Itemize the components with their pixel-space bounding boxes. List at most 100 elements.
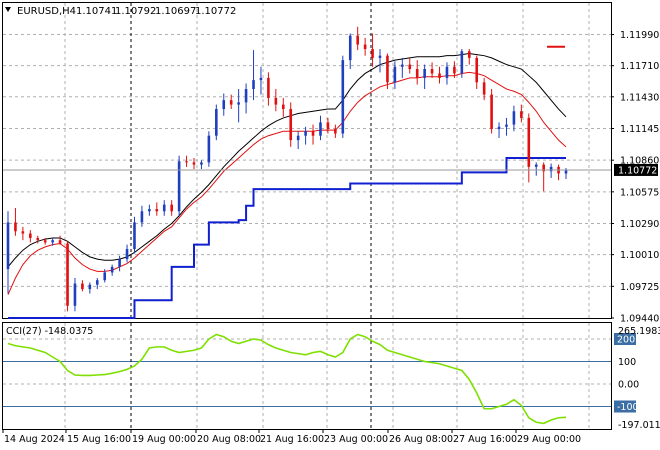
candle-bull	[177, 161, 181, 212]
candle-bear	[520, 111, 523, 118]
candle-bull	[118, 259, 121, 267]
candle-bull	[259, 77, 263, 81]
candle-bull	[512, 111, 516, 125]
time-tick-label: 23 Aug 00:00	[324, 434, 388, 445]
candle-bear	[36, 237, 40, 241]
current-price-label: 1.10772	[618, 165, 657, 176]
cci-level-label: -100	[617, 402, 639, 413]
candle-bear	[467, 51, 471, 58]
symbol-label: EURUSD,H4	[17, 6, 76, 17]
candle-bull	[110, 266, 114, 273]
cci-level-box	[614, 333, 636, 345]
candle-bull	[6, 222, 10, 270]
price-tick-label: 1.11990	[620, 30, 659, 41]
high-value: 1.10792	[115, 6, 156, 17]
candle-bear	[438, 73, 441, 78]
candle-bull	[549, 166, 553, 172]
trailing-stop-line	[8, 45, 566, 319]
candle-bull	[237, 102, 240, 105]
candle-bull	[103, 272, 107, 281]
candle-bull	[133, 222, 136, 250]
candle-bull	[207, 135, 211, 163]
indicator-panel-frame	[2, 322, 612, 430]
candle-bull	[401, 64, 404, 67]
candle-bull	[497, 126, 501, 130]
candle-bear	[311, 131, 315, 136]
time-tick-label: 21 Aug 16:00	[260, 434, 324, 445]
candle-bear	[155, 209, 159, 212]
candle-bull	[140, 211, 144, 223]
candle-bear	[29, 233, 32, 238]
candle-bear	[185, 161, 188, 163]
candle-bear	[58, 240, 62, 244]
price-tick-label: 1.11145	[620, 124, 659, 135]
price-tick-label: 1.10290	[620, 219, 659, 230]
low-value: 1.10697	[155, 6, 196, 17]
price-tick-label: 1.09725	[620, 282, 659, 293]
candle-bull	[244, 89, 248, 103]
time-axis: 14 Aug 2024 15 Aug 16:00 19 Aug 00:00 20 Au…	[2, 429, 581, 445]
candle-bear	[334, 129, 337, 134]
candle-bear	[527, 117, 531, 167]
candle-bear	[386, 55, 389, 83]
candle-bull	[296, 135, 300, 141]
open-value: 1.10741	[76, 6, 117, 17]
trailing-stop-path	[8, 156, 566, 319]
time-tick-label: 19 Aug 00:00	[132, 434, 196, 445]
candle-bear	[14, 222, 17, 232]
candle-bull	[125, 249, 129, 260]
candle-bull	[423, 69, 426, 78]
time-tick-label: 14 Aug 2024	[4, 434, 65, 445]
candle-bear	[281, 104, 285, 110]
chart-header: EURUSD,H4 1.10741 1.10792 1.10697 1.1077…	[5, 6, 236, 17]
time-tick-label: 20 Aug 08:00	[197, 434, 261, 445]
price-tick-label: 1.10575	[620, 187, 659, 198]
candle-bear	[371, 49, 374, 58]
candle-bear	[289, 109, 293, 141]
candle-bear	[21, 231, 25, 234]
candle-bull	[445, 66, 449, 78]
time-tick-label: 29 Aug 00:00	[517, 434, 581, 445]
time-tick-label: 27 Aug 16:00	[453, 434, 517, 445]
price-tick-label: 1.11430	[620, 92, 659, 103]
candle-bear	[363, 44, 367, 50]
candle-bear	[170, 204, 173, 212]
candle-bear	[490, 94, 493, 130]
ma-fast-line	[7, 71, 567, 295]
session-separators	[130, 3, 372, 429]
candlestick-series	[3, 26, 611, 312]
cci-level-label: 200	[617, 335, 635, 346]
candle-bull	[162, 204, 166, 212]
candle-bear	[542, 164, 545, 172]
candle-bear	[43, 240, 47, 243]
triangle-down-icon[interactable]	[5, 7, 11, 12]
candle-bear	[267, 77, 270, 98]
candle-bull	[73, 283, 77, 306]
candle-bear	[274, 97, 278, 105]
candle-bear	[356, 35, 359, 45]
candle-bull	[252, 80, 255, 90]
candle-bull	[460, 51, 464, 74]
candle-bull	[348, 35, 352, 61]
candle-bull	[148, 209, 151, 212]
candle-bull	[564, 170, 568, 174]
price-tick-label: 1.11710	[620, 61, 659, 72]
cci-line	[7, 333, 567, 425]
candle-bull	[319, 122, 322, 136]
candle-bear	[326, 122, 330, 130]
candle-bear	[66, 243, 69, 306]
candle-bear	[475, 57, 479, 83]
candle-bear	[192, 162, 196, 165]
price-tick-label: 1.10010	[620, 250, 659, 261]
price-tick-label: 1.10860	[620, 156, 659, 167]
candle-bull	[95, 280, 99, 285]
candle-bear	[229, 100, 233, 105]
candle-bull	[534, 164, 538, 167]
candle-bull	[51, 240, 54, 243]
candle-bull	[200, 162, 203, 165]
time-tick-label: 26 Aug 08:00	[389, 434, 453, 445]
candle-bear	[453, 66, 456, 74]
cci-title: CCI(27) -148.0375	[6, 326, 93, 337]
